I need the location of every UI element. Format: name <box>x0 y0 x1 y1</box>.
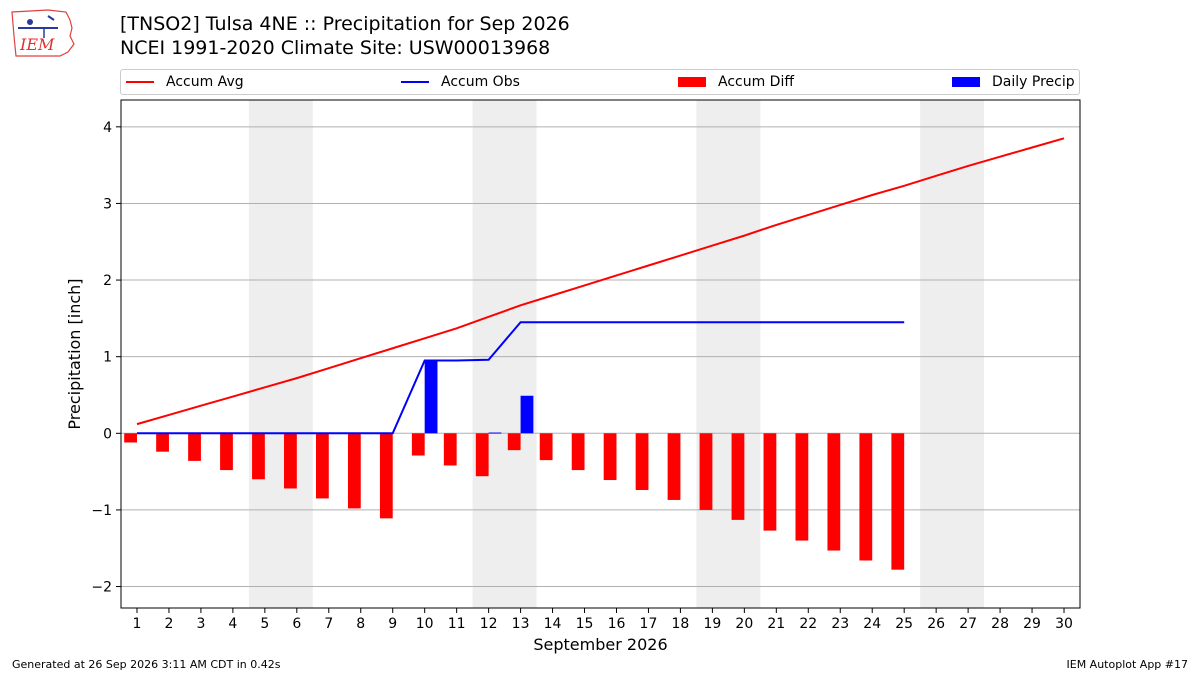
accum-diff-bar <box>284 433 297 489</box>
accum-diff-bar <box>667 433 681 500</box>
legend-label: Daily Precip <box>992 74 1075 90</box>
accum-diff-bar <box>220 433 233 471</box>
accum-diff-bar <box>252 433 265 480</box>
accum-diff-bar <box>443 433 457 466</box>
x-tick-label: 15 <box>576 616 594 632</box>
x-tick-label: 14 <box>544 616 562 632</box>
accum-diff-bar <box>859 433 873 561</box>
daily-precip-bar <box>520 395 534 434</box>
legend-item-accum-obs: Accum Obs <box>401 70 520 94</box>
plot-frame <box>120 99 1081 609</box>
chart-legend: Accum Avg Accum Obs Accum Diff Daily Pre… <box>120 69 1080 95</box>
legend-label: Accum Avg <box>166 74 244 90</box>
y-tick-label: 3 <box>103 196 112 212</box>
legend-label: Accum Obs <box>441 74 520 90</box>
accum-diff-bar <box>347 433 361 509</box>
weekend-band <box>696 100 761 608</box>
legend-swatch <box>401 81 429 83</box>
logo-text: IEM <box>19 35 55 54</box>
x-tick-label: 10 <box>416 616 434 632</box>
x-tick-label: 9 <box>388 616 397 632</box>
accum-diff-bar <box>475 433 489 477</box>
x-tick-label: 25 <box>895 616 913 632</box>
title-line-2: NCEI 1991-2020 Climate Site: USW00013968 <box>120 37 551 59</box>
accum-diff-bar <box>891 433 905 570</box>
x-tick-label: 1 <box>133 616 142 632</box>
x-tick-label: 3 <box>196 616 205 632</box>
daily-precip-bar <box>488 432 502 434</box>
x-tick-label: 5 <box>260 616 269 632</box>
x-tick-label: 7 <box>324 616 333 632</box>
legend-item-accum-avg: Accum Avg <box>126 70 244 94</box>
legend-swatch <box>678 77 706 87</box>
weather-station-icon <box>27 19 33 25</box>
x-tick-label: 24 <box>863 616 881 632</box>
x-tick-label: 21 <box>767 616 785 632</box>
y-tick-label: −1 <box>91 503 112 519</box>
weekend-band <box>248 100 313 608</box>
x-tick-label: 2 <box>164 616 173 632</box>
weekend-band <box>920 100 985 608</box>
x-tick-label: 22 <box>799 616 817 632</box>
x-tick-label: 4 <box>228 616 237 632</box>
accum-diff-bar <box>156 433 169 452</box>
x-tick-label: 16 <box>608 616 626 632</box>
accum-diff-bar <box>315 433 329 499</box>
y-axis-label: Precipitation [inch] <box>65 278 84 429</box>
generated-note: Generated at 26 Sep 2026 3:11 AM CDT in … <box>12 658 281 671</box>
title-line-1: [TNSO2] Tulsa 4NE :: Precipitation for S… <box>120 13 570 35</box>
legend-item-daily-precip: Daily Precip <box>952 70 1075 94</box>
daily-precip-bar <box>424 360 438 434</box>
accum-diff-bar <box>699 433 713 510</box>
iem-logo: IEM <box>11 9 75 57</box>
accum-diff-bar <box>379 433 393 519</box>
weekend-band <box>472 100 537 608</box>
accum-diff-bar <box>763 433 777 531</box>
app-label: IEM Autoplot App #17 <box>1066 658 1189 671</box>
x-tick-label: 20 <box>735 616 753 632</box>
x-tick-label: 29 <box>1023 616 1041 632</box>
y-tick-label: 4 <box>103 120 112 136</box>
accum-diff-bar <box>731 433 745 520</box>
accum-diff-bar <box>603 433 617 481</box>
accum-diff-bar <box>188 433 201 461</box>
x-tick-label: 27 <box>959 616 977 632</box>
y-tick-label: 1 <box>103 350 112 366</box>
y-tick-label: −2 <box>91 580 112 596</box>
x-tick-label: 8 <box>356 616 365 632</box>
accum-diff-bar <box>507 433 521 451</box>
accum-diff-bar <box>795 433 809 541</box>
x-tick-label: 13 <box>512 616 530 632</box>
x-tick-label: 11 <box>448 616 466 632</box>
chart-title: [TNSO2] Tulsa 4NE :: Precipitation for S… <box>120 12 570 60</box>
accum-diff-bar <box>635 433 649 491</box>
accum-diff-bar <box>124 433 137 443</box>
accum-diff-bar <box>571 433 585 471</box>
x-tick-label: 23 <box>831 616 849 632</box>
x-tick-label: 12 <box>480 616 498 632</box>
x-tick-label: 28 <box>991 616 1009 632</box>
x-tick-label: 30 <box>1055 616 1073 632</box>
accum-diff-bar <box>411 433 425 456</box>
accum-diff-bar <box>827 433 841 551</box>
legend-item-accum-diff: Accum Diff <box>678 70 794 94</box>
x-tick-label: 18 <box>672 616 690 632</box>
x-tick-label: 26 <box>927 616 945 632</box>
y-tick-label: 0 <box>103 426 112 442</box>
x-tick-label: 17 <box>640 616 658 632</box>
x-tick-label: 6 <box>292 616 301 632</box>
x-tick-label: 19 <box>703 616 721 632</box>
accum-avg-line <box>136 137 1065 426</box>
accum-diff-bar <box>539 433 553 461</box>
legend-swatch <box>126 81 154 83</box>
legend-label: Accum Diff <box>718 74 795 90</box>
legend-swatch <box>952 77 980 87</box>
x-axis-label: September 2026 <box>533 635 667 654</box>
y-tick-label: 2 <box>103 273 112 289</box>
accum-obs-line <box>136 321 905 435</box>
